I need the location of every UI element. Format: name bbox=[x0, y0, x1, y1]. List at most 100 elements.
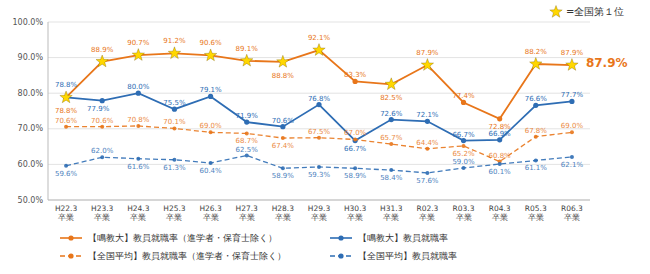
plot-data bbox=[60, 44, 578, 175]
series-point bbox=[461, 138, 466, 143]
x-tick-label-part: 卒業 bbox=[347, 213, 363, 222]
data-label: 70.6% bbox=[55, 117, 78, 125]
data-label: 61.1% bbox=[525, 164, 548, 172]
chart: 50.0%60.0%70.0%80.0%90.0%100.0%H22.3卒業H2… bbox=[0, 0, 650, 274]
data-label: 77.7% bbox=[561, 91, 584, 99]
legend-swatch-marker bbox=[338, 253, 343, 258]
data-label: 72.6% bbox=[380, 110, 403, 118]
series-point bbox=[569, 99, 574, 104]
x-tick-label-part: 卒業 bbox=[203, 213, 219, 222]
y-tick-label: 80.0% bbox=[18, 89, 44, 98]
data-label: 70.8% bbox=[127, 116, 150, 124]
data-label: 69.0% bbox=[199, 122, 222, 130]
x-tick-label: R02.3卒業 bbox=[416, 204, 438, 222]
data-label: 58.9% bbox=[344, 172, 367, 180]
data-label: 79.1% bbox=[199, 86, 222, 94]
data-label: 64.4% bbox=[416, 139, 439, 147]
star-legend: =全国第１位 bbox=[550, 6, 625, 18]
legend-label: 【鳴教大】教員就職率（進学者・保育士除く） bbox=[88, 233, 277, 243]
x-tick-label: H24.3卒業 bbox=[127, 204, 150, 222]
legend-swatch-marker bbox=[338, 235, 343, 240]
series-point bbox=[244, 119, 249, 124]
series-point bbox=[534, 135, 538, 139]
x-tick-label-part: H28.3 bbox=[272, 204, 295, 213]
data-label: 67.8% bbox=[525, 127, 548, 135]
series-point bbox=[100, 98, 105, 103]
series-point bbox=[498, 162, 502, 166]
data-label: 92.1% bbox=[308, 34, 331, 42]
data-label: 69.0% bbox=[561, 122, 584, 130]
legend-label: 【全国平均】教員就職率 bbox=[358, 251, 457, 261]
data-label: 58.4% bbox=[380, 174, 403, 182]
data-label: 57.6% bbox=[416, 177, 439, 185]
x-tick-label-part: 卒業 bbox=[275, 213, 291, 222]
series-point bbox=[100, 125, 104, 129]
data-label: 90.7% bbox=[127, 39, 150, 47]
x-tick-label-part: H29.3 bbox=[308, 204, 331, 213]
data-label: 70.1% bbox=[163, 118, 186, 126]
x-tick-label-part: R04.3 bbox=[489, 204, 511, 213]
series-point bbox=[64, 125, 68, 129]
star-marker bbox=[204, 49, 216, 61]
x-tick-label: H31.3卒業 bbox=[380, 204, 403, 222]
data-label: 89.1% bbox=[236, 45, 259, 53]
x-tick-label-part: 卒業 bbox=[166, 213, 182, 222]
star-marker bbox=[96, 55, 108, 67]
series-point bbox=[64, 164, 68, 168]
series-point bbox=[462, 166, 466, 170]
series-point bbox=[497, 116, 502, 121]
data-label: 91.2% bbox=[163, 37, 186, 45]
x-tick-label: R04.3卒業 bbox=[489, 204, 511, 222]
series-point bbox=[462, 144, 466, 148]
x-tick-label-part: 卒業 bbox=[311, 213, 327, 222]
series-line bbox=[66, 93, 572, 140]
data-label: 59.0% bbox=[452, 158, 475, 166]
x-tick-label-part: H30.3 bbox=[344, 204, 367, 213]
data-label: 67.4% bbox=[272, 142, 295, 150]
series-point bbox=[425, 171, 429, 175]
data-label: 58.9% bbox=[272, 172, 295, 180]
annotation: 87.9% bbox=[586, 56, 628, 70]
data-label: 59.6% bbox=[55, 170, 78, 178]
data-label: 70.6% bbox=[272, 117, 295, 125]
data-label: 62.5% bbox=[236, 146, 259, 154]
series-point bbox=[245, 131, 249, 135]
data-label: 66.7% bbox=[344, 145, 367, 153]
data-label: 62.0% bbox=[91, 147, 114, 155]
series-point bbox=[136, 91, 141, 96]
x-tick-label-part: 卒業 bbox=[239, 213, 255, 222]
x-tick-label-part: 卒業 bbox=[492, 213, 508, 222]
series-point bbox=[353, 138, 358, 143]
data-label: 60.8% bbox=[489, 152, 512, 160]
series-point bbox=[280, 124, 285, 129]
series-point bbox=[172, 126, 176, 130]
legend-item: 【鳴教大】教員就職率（進学者・保育士除く） bbox=[60, 233, 277, 243]
series-point bbox=[533, 103, 538, 108]
series-line bbox=[66, 126, 572, 162]
series-point bbox=[208, 94, 213, 99]
data-label: 82.5% bbox=[380, 94, 403, 102]
y-axis-line bbox=[48, 22, 49, 200]
series-point bbox=[317, 136, 321, 140]
grid-line bbox=[48, 93, 590, 94]
x-tick-label-part: 卒業 bbox=[94, 213, 110, 222]
series-point bbox=[534, 158, 538, 162]
data-label: 88.2% bbox=[525, 48, 548, 56]
legend-label: 【鳴教大】教員就職率 bbox=[358, 233, 448, 243]
legend-item: 【全国平均】教員就職率 bbox=[330, 251, 457, 261]
x-tick-label-part: 卒業 bbox=[383, 213, 399, 222]
x-tick-label: R03.3卒業 bbox=[453, 204, 475, 222]
x-tick-label-part: 卒業 bbox=[528, 213, 544, 222]
data-label: 87.9% bbox=[416, 49, 439, 57]
star-marker bbox=[277, 55, 289, 67]
data-label: 61.6% bbox=[127, 163, 150, 171]
data-label: 76.8% bbox=[308, 95, 331, 103]
x-tick-label-part: H23.3 bbox=[91, 204, 114, 213]
series-point bbox=[245, 154, 249, 158]
series-point bbox=[461, 100, 466, 105]
data-label: 83.3% bbox=[344, 71, 367, 79]
data-label: 77.4% bbox=[452, 92, 475, 100]
x-tick-label-part: H22.3 bbox=[55, 204, 78, 213]
x-tick-label: H25.3卒業 bbox=[163, 204, 186, 222]
series-point bbox=[316, 102, 321, 107]
